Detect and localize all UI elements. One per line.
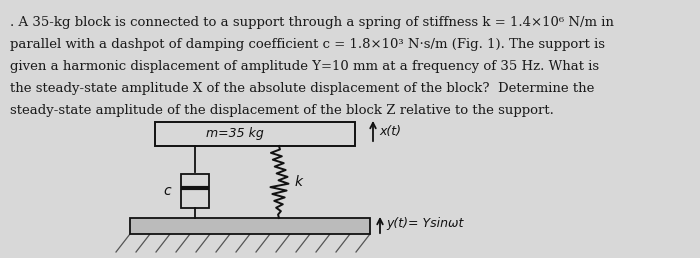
Text: . A 35-kg block is connected to a support through a spring of stiffness k = 1.4×: . A 35-kg block is connected to a suppor… bbox=[10, 16, 614, 29]
Text: given a harmonic displacement of amplitude Y=10 mm at a frequency of 35 Hz. What: given a harmonic displacement of amplitu… bbox=[10, 60, 599, 73]
Text: the steady-state amplitude X of the absolute displacement of the block?  Determi: the steady-state amplitude X of the abso… bbox=[10, 82, 594, 95]
Text: y(t)= Ysinωt: y(t)= Ysinωt bbox=[386, 217, 463, 230]
Bar bbox=[130, 218, 370, 234]
Bar bbox=[181, 174, 209, 208]
Text: parallel with a dashpot of damping coefficient c = 1.8×10³ N·s/m (Fig. 1). The s: parallel with a dashpot of damping coeff… bbox=[10, 38, 605, 51]
Text: x(t): x(t) bbox=[379, 125, 401, 139]
Text: steady-state amplitude of the displacement of the block Z relative to the suppor: steady-state amplitude of the displaceme… bbox=[10, 104, 554, 117]
Text: m=35 kg: m=35 kg bbox=[206, 127, 264, 141]
Bar bbox=[155, 122, 355, 146]
Text: k: k bbox=[295, 175, 303, 189]
Text: c: c bbox=[163, 184, 171, 198]
